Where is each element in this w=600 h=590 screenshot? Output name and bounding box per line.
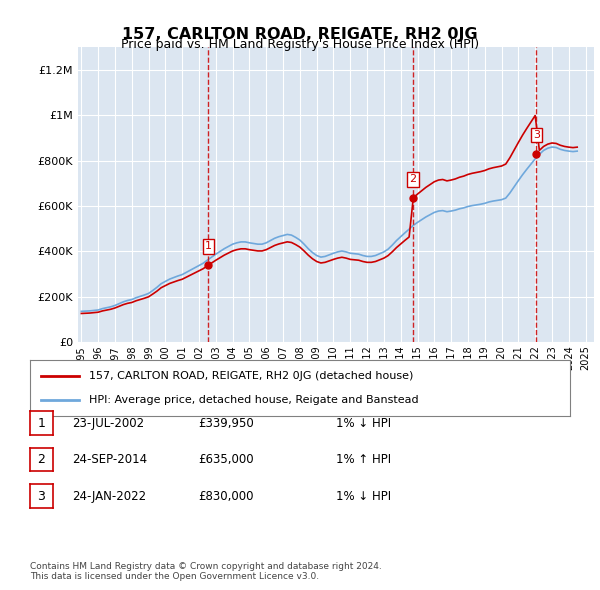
Text: 3: 3	[533, 130, 540, 140]
Text: 2: 2	[37, 453, 46, 466]
Text: 157, CARLTON ROAD, REIGATE, RH2 0JG: 157, CARLTON ROAD, REIGATE, RH2 0JG	[122, 27, 478, 41]
Text: 24-JAN-2022: 24-JAN-2022	[72, 490, 146, 503]
Text: 24-SEP-2014: 24-SEP-2014	[72, 453, 147, 466]
Text: Price paid vs. HM Land Registry's House Price Index (HPI): Price paid vs. HM Land Registry's House …	[121, 38, 479, 51]
Text: 1: 1	[205, 241, 212, 251]
Text: 1% ↓ HPI: 1% ↓ HPI	[336, 417, 391, 430]
Text: Contains HM Land Registry data © Crown copyright and database right 2024.
This d: Contains HM Land Registry data © Crown c…	[30, 562, 382, 581]
Text: £830,000: £830,000	[198, 490, 254, 503]
Text: 1: 1	[37, 417, 46, 430]
Text: 1% ↑ HPI: 1% ↑ HPI	[336, 453, 391, 466]
Text: 23-JUL-2002: 23-JUL-2002	[72, 417, 144, 430]
Text: £339,950: £339,950	[198, 417, 254, 430]
Text: 157, CARLTON ROAD, REIGATE, RH2 0JG (detached house): 157, CARLTON ROAD, REIGATE, RH2 0JG (det…	[89, 371, 414, 381]
Text: 3: 3	[37, 490, 46, 503]
Text: HPI: Average price, detached house, Reigate and Banstead: HPI: Average price, detached house, Reig…	[89, 395, 419, 405]
Text: 2: 2	[409, 175, 416, 185]
Text: 1% ↓ HPI: 1% ↓ HPI	[336, 490, 391, 503]
Text: £635,000: £635,000	[198, 453, 254, 466]
